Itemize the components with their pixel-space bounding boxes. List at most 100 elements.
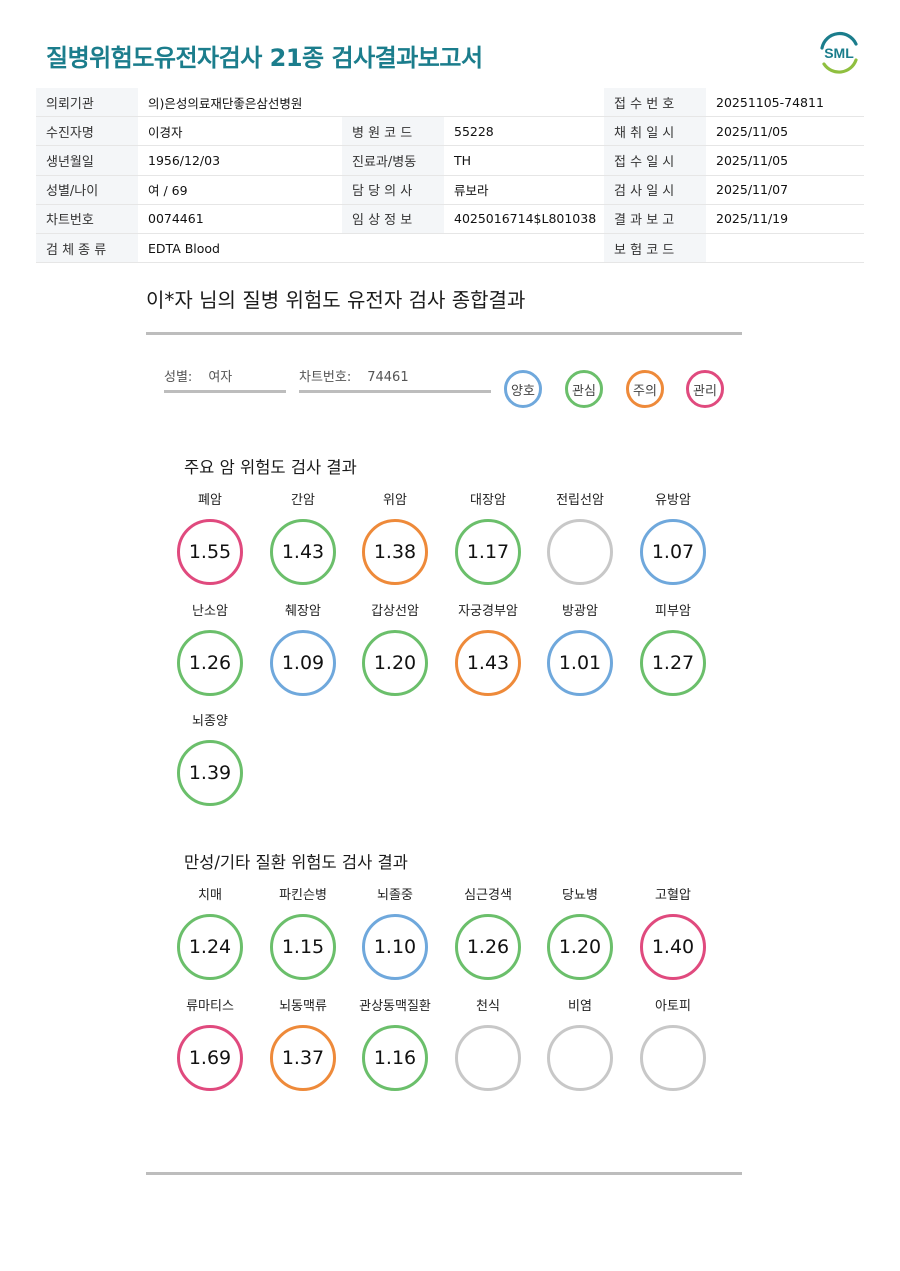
risk-score-circle — [640, 1024, 706, 1091]
cancer-section-title: 주요 암 위험도 검사 결과 — [184, 458, 357, 477]
cancer-risk-item: 전립선암 — [534, 492, 626, 585]
disease-name: 갑상선암 — [371, 603, 419, 619]
info-value: 1956/12/03 — [138, 145, 342, 176]
top-divider — [146, 332, 742, 335]
info-value: 2025/11/07 — [706, 175, 865, 205]
info-row: 검 체 종 류 EDTA Blood 보 험 코 드 — [36, 233, 865, 264]
disease-name: 췌장암 — [285, 603, 321, 619]
disease-name: 아토피 — [655, 998, 691, 1014]
report-title: 질병위험도유전자검사 21종 검사결과보고서 — [46, 44, 483, 72]
info-label: 접 수 번 호 — [604, 88, 707, 118]
risk-score-circle: 1.55 — [177, 519, 243, 585]
disease-name: 비염 — [568, 998, 592, 1014]
info-value: 의)은성의료재단좋은삼선병원 — [138, 88, 605, 118]
risk-score-circle: 1.10 — [362, 914, 428, 980]
patient-info-table: 의뢰기관 의)은성의료재단좋은삼선병원 접 수 번 호 20251105-74811 수… — [36, 88, 865, 264]
chart-number-value: 74461 — [367, 370, 409, 385]
info-value: 여 / 69 — [138, 175, 342, 205]
legend-0-badge: 양호 — [504, 370, 542, 408]
risk-score-circle: 1.07 — [640, 519, 706, 585]
chronic-risk-item: 뇌졸중 1.10 — [349, 887, 441, 980]
disease-name: 폐암 — [198, 493, 222, 508]
sml-logo-icon: SML — [820, 31, 858, 74]
chronic-risk-item: 치매 1.24 — [164, 887, 256, 980]
disease-name: 자궁경부암 — [458, 603, 518, 619]
risk-score-circle: 1.20 — [547, 914, 613, 980]
risk-score-circle: 1.24 — [177, 914, 243, 980]
disease-name: 간암 — [291, 493, 315, 508]
legend-2-badge: 주의 — [626, 370, 664, 408]
risk-score-circle: 1.26 — [455, 914, 521, 980]
disease-name: 뇌동맥류 — [279, 998, 327, 1014]
cancer-risk-item: 뇌종양 1.39 — [164, 713, 256, 806]
disease-name: 피부암 — [655, 603, 691, 619]
cancer-risk-item: 폐암 1.55 — [164, 492, 256, 585]
disease-name: 난소암 — [192, 603, 228, 619]
disease-name: 방광암 — [562, 603, 598, 619]
disease-name: 파킨슨병 — [279, 888, 327, 903]
chronic-risk-item: 뇌동맥류 1.37 — [257, 998, 349, 1091]
info-label: 담 당 의 사 — [342, 175, 444, 205]
disease-name: 심근경색 — [464, 888, 512, 903]
info-value: 4025016714$L801038 — [444, 204, 605, 234]
risk-score-circle — [547, 1024, 613, 1091]
disease-name: 뇌종양 — [192, 714, 228, 729]
risk-score-circle: 1.15 — [270, 914, 336, 980]
info-label: 보 험 코 드 — [604, 233, 707, 264]
info-row: 의뢰기관 의)은성의료재단좋은삼선병원 접 수 번 호 20251105-74811 — [36, 88, 865, 118]
cancer-risk-item: 난소암 1.26 — [164, 603, 256, 696]
risk-score-circle: 1.39 — [177, 740, 243, 806]
chronic-risk-item: 아토피 — [627, 998, 719, 1091]
cancer-risk-item: 위암 1.38 — [349, 492, 441, 585]
risk-score-circle — [455, 1024, 521, 1091]
disease-name: 고혈압 — [655, 888, 691, 903]
risk-score-circle: 1.16 — [362, 1024, 428, 1091]
info-value: 0074461 — [138, 204, 342, 234]
chart-number-label: 차트번호: — [299, 370, 352, 385]
chronic-risk-item: 파킨슨병 1.15 — [257, 887, 349, 980]
info-label: 채 취 일 시 — [604, 116, 707, 147]
info-row: 수진자명 이경자 병 원 코 드 55228 채 취 일 시 2025/11/05 — [36, 116, 865, 147]
risk-score-circle: 1.40 — [640, 914, 706, 980]
bottom-divider — [146, 1172, 742, 1175]
info-value: 2025/11/19 — [706, 204, 865, 234]
cancer-risk-item: 대장암 1.17 — [442, 492, 534, 585]
chronic-risk-item: 관상동맥질환 1.16 — [349, 998, 441, 1091]
info-row: 차트번호 0074461 임 상 정 보 4025016714$L801038 결 과 … — [36, 204, 865, 234]
info-label: 차트번호 — [36, 204, 138, 234]
disease-name: 천식 — [476, 998, 500, 1014]
info-value: TH — [444, 145, 605, 176]
info-value: 이경자 — [138, 116, 342, 147]
disease-name: 치매 — [198, 888, 222, 903]
gender-label: 성별: — [164, 370, 193, 385]
chart-number-field: 차트번호: 74461 — [299, 366, 491, 393]
disease-name: 뇌졸중 — [377, 888, 413, 903]
summary-title: 이*자 님의 질병 위험도 유전자 검사 종합결과 — [146, 288, 526, 312]
disease-name: 전립선암 — [556, 493, 604, 508]
chronic-risk-item: 고혈압 1.40 — [627, 887, 719, 980]
info-label: 생년월일 — [36, 145, 138, 176]
disease-name: 위암 — [383, 493, 407, 508]
risk-score-circle — [547, 519, 613, 585]
info-row: 성별/나이 여 / 69 담 당 의 사 류보라 검 사 일 시 2025/11/07 — [36, 175, 865, 205]
cancer-risk-item: 피부암 1.27 — [627, 603, 719, 696]
disease-name: 당뇨병 — [562, 888, 598, 903]
risk-score-circle: 1.26 — [177, 629, 243, 696]
risk-score-circle: 1.01 — [547, 629, 613, 696]
info-value: 20251105-74811 — [706, 88, 865, 118]
info-label: 검 사 일 시 — [604, 175, 707, 205]
info-value — [706, 233, 865, 264]
risk-score-circle: 1.43 — [455, 629, 521, 696]
disease-name: 관상동맥질환 — [359, 998, 431, 1014]
logo-text: SML — [824, 45, 854, 61]
gender-field: 성별: 여자 — [164, 366, 286, 393]
risk-score-circle: 1.37 — [270, 1024, 336, 1091]
info-value: 55228 — [444, 116, 605, 147]
info-label: 결 과 보 고 — [604, 204, 707, 234]
risk-score-circle: 1.09 — [270, 629, 336, 696]
risk-score-circle: 1.27 — [640, 629, 706, 696]
chronic-section-title: 만성/기타 질환 위험도 검사 결과 — [184, 853, 408, 872]
info-label: 접 수 일 시 — [604, 145, 707, 176]
cancer-risk-item: 방광암 1.01 — [534, 603, 626, 696]
legend-3-badge: 관리 — [686, 370, 724, 408]
